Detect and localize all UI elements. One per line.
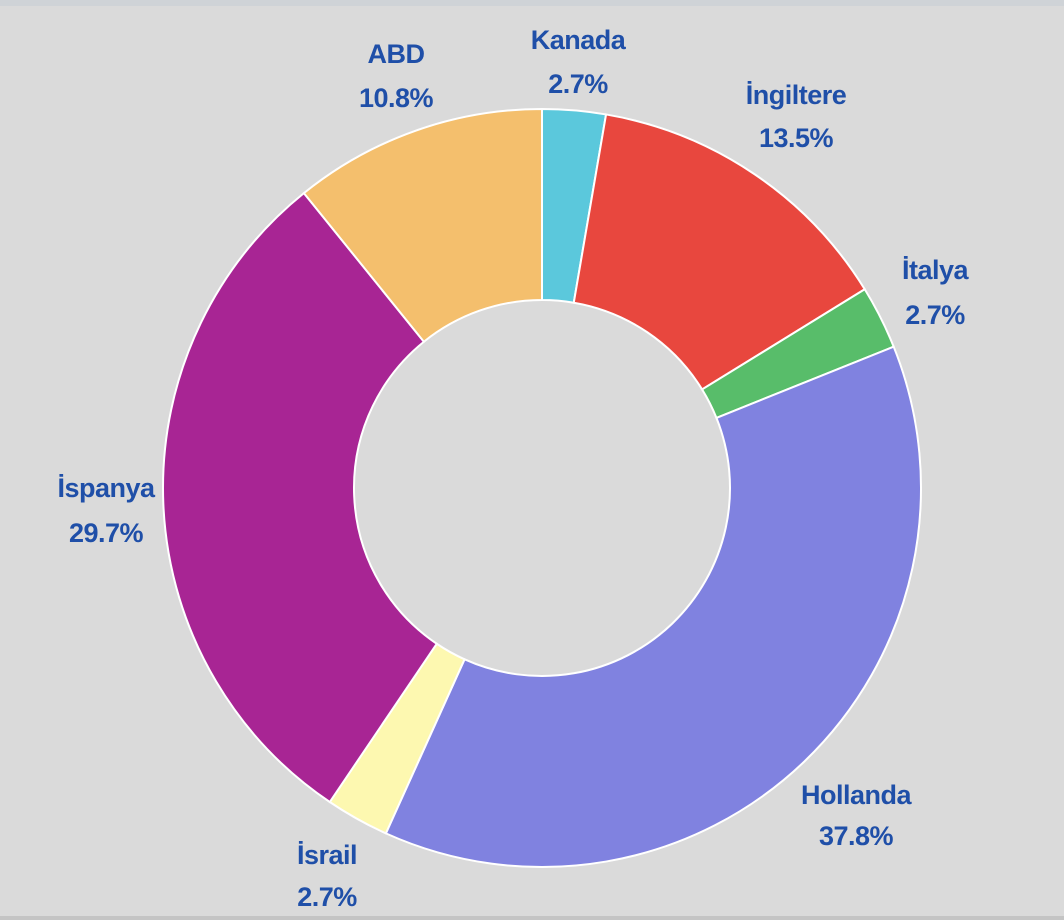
- slice-value-abd: 10.8%: [359, 83, 434, 113]
- slice-label-i-ngiltere: İngiltere: [746, 80, 847, 110]
- slice-value-i-ngiltere: 13.5%: [759, 123, 834, 153]
- slice-label-i-talya: İtalya: [902, 255, 970, 285]
- top-border: [0, 0, 1064, 6]
- slice-i-spanya: [162, 191, 439, 804]
- slice-label-kanada: Kanada: [531, 25, 627, 55]
- slice-value-i-srail: 2.7%: [297, 882, 357, 912]
- slice-value-hollanda: 37.8%: [819, 821, 894, 851]
- slice-value-kanada: 2.7%: [548, 69, 608, 99]
- slice-value-i-talya: 2.7%: [905, 300, 965, 330]
- slice-value-i-spanya: 29.7%: [69, 518, 144, 548]
- slice-label-i-spanya: İspanya: [57, 473, 156, 503]
- slice-label-i-srail: İsrail: [297, 840, 357, 870]
- slice-hollanda: [384, 345, 923, 869]
- slice-label-hollanda: Hollanda: [801, 780, 912, 810]
- bottom-border: [0, 916, 1064, 920]
- labels-group: Kanada 2.7% İngiltere 13.5% İtalya 2.7% Hollan…: [57, 25, 970, 912]
- slice-i-ngiltere: [572, 113, 867, 391]
- slices-group: [162, 107, 923, 869]
- slice-abd: [302, 107, 543, 344]
- slice-label-abd: ABD: [368, 39, 425, 69]
